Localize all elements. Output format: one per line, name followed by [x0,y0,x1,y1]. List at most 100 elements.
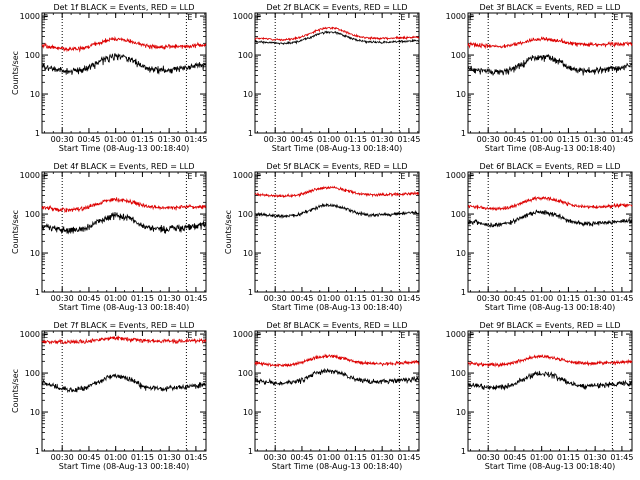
x-tick-label: 01:15 [344,294,367,303]
y-tick-label: 10 [243,90,253,99]
y-tick-label: 1 [35,288,40,297]
y-tick-label: 10 [243,249,253,258]
x-tick-label: 01:00 [530,294,553,303]
x-tick-label: 01:45 [610,294,633,303]
y-tick-label: 1000 [446,171,466,180]
x-tick-label: 01:30 [158,135,181,144]
y-tick-label: 10 [30,90,40,99]
y-tick-label: 1000 [446,12,466,21]
x-tick-label: 01:30 [371,453,394,462]
e-marker-right: E [187,13,192,22]
x-tick-label: 01:00 [104,294,127,303]
plot-frame [254,171,420,293]
y-axis-label: Counts/sec [11,210,20,254]
y-tick-label: 1000 [20,12,40,21]
series-line-lld [41,36,207,53]
series-line-events [467,209,633,229]
x-tick-label: 01:45 [610,135,633,144]
y-tick-label: 100 [25,210,40,219]
plot-frame [254,12,420,134]
x-axis-label: Start Time (08-Aug-13 00:18:40) [272,303,403,312]
x-axis-label: Start Time (08-Aug-13 00:18:40) [485,144,616,153]
plot-frame [254,330,420,452]
x-tick-label: 01:00 [530,135,553,144]
y-tick-label: 10 [243,408,253,417]
panel-title: Det 1f BLACK = Events, RED = LLD [53,3,194,12]
series-line-events [41,212,207,235]
y-tick-label: 100 [238,369,253,378]
series-line-events [467,370,633,391]
series-line-lld [467,354,633,368]
panel-6: Det 6f BLACK = Events, RED = LLD 1 10 100 10… [446,162,634,312]
y-tick-label: 10 [456,90,466,99]
plot-frame [467,12,633,134]
x-tick-label: 01:30 [584,135,607,144]
x-tick-label: 01:15 [131,294,154,303]
panel-title: Det 7f BLACK = Events, RED = LLD [53,321,194,330]
panel-1: Det 1f BLACK = Events, RED = LLD 1 10 100 10… [11,3,207,153]
x-tick-label: 00:30 [477,135,500,144]
e-marker-right: E [187,331,192,340]
x-tick-label: 01:30 [584,453,607,462]
x-axis-label: Start Time (08-Aug-13 00:18:40) [59,462,190,471]
x-tick-label: 01:45 [397,135,420,144]
y-tick-label: 10 [30,249,40,258]
x-axis-label: Start Time (08-Aug-13 00:18:40) [59,144,190,153]
series-line-lld [467,36,633,50]
panel-5: Det 5f BLACK = Events, RED = LLD 1 10 100 10… [224,162,420,312]
series-line-lld [254,185,420,199]
panel-4: Det 4f BLACK = Events, RED = LLD 1 10 100 10… [11,162,207,312]
series-line-events [254,30,420,46]
panel-title: Det 2f BLACK = Events, RED = LLD [266,3,407,12]
x-tick-label: 01:00 [530,453,553,462]
y-tick-label: 1000 [233,330,253,339]
y-axis-label: Counts/sec [11,51,20,95]
y-tick-label: 100 [25,369,40,378]
y-tick-label: 1 [248,129,253,138]
e-marker-right: E [400,13,405,22]
series-line-lld [467,195,633,212]
x-axis-label: Start Time (08-Aug-13 00:18:40) [272,144,403,153]
series-line-lld [41,197,207,214]
x-tick-label: 01:00 [104,453,127,462]
panel-8: Det 8f BLACK = Events, RED = LLD 1 10 100 10… [233,321,421,471]
e-marker-left: E [43,172,48,181]
series-line-lld [254,26,420,42]
x-tick-label: 00:30 [51,294,74,303]
x-tick-label: 01:45 [610,453,633,462]
x-tick-label: 00:45 [77,294,100,303]
panel-3: Det 3f BLACK = Events, RED = LLD 1 10 100 10… [446,3,634,153]
x-tick-label: 01:15 [557,453,580,462]
x-tick-label: 00:45 [503,135,526,144]
x-tick-label: 01:30 [158,294,181,303]
y-tick-label: 10 [456,408,466,417]
x-tick-label: 01:15 [131,135,154,144]
x-tick-label: 00:30 [51,453,74,462]
series-line-events [254,202,420,219]
x-tick-label: 00:30 [264,135,287,144]
panel-title: Det 6f BLACK = Events, RED = LLD [479,162,620,171]
e-marker-right: E [400,331,405,340]
y-tick-label: 1000 [233,171,253,180]
x-tick-label: 01:30 [584,294,607,303]
y-tick-label: 1000 [233,12,253,21]
y-tick-label: 1 [461,288,466,297]
x-tick-label: 01:45 [184,294,207,303]
y-tick-label: 1 [35,447,40,456]
e-marker-left: E [43,13,48,22]
e-marker-left: E [256,331,261,340]
x-tick-label: 00:30 [477,294,500,303]
x-tick-label: 01:45 [184,453,207,462]
series-line-events [467,53,633,76]
y-tick-label: 1000 [446,330,466,339]
x-tick-label: 01:45 [397,453,420,462]
x-tick-label: 01:15 [344,135,367,144]
y-tick-label: 100 [25,51,40,60]
x-tick-label: 01:30 [158,453,181,462]
panel-title: Det 8f BLACK = Events, RED = LLD [266,321,407,330]
x-tick-label: 00:45 [290,453,313,462]
x-axis-label: Start Time (08-Aug-13 00:18:40) [485,303,616,312]
x-tick-label: 00:45 [503,294,526,303]
e-marker-left: E [469,331,474,340]
